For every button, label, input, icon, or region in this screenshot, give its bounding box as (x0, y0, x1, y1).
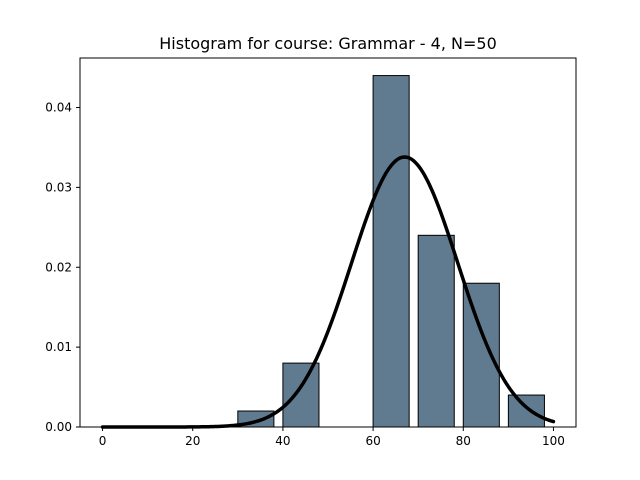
histogram-bar (282, 362, 320, 428)
histogram-bar (372, 75, 410, 428)
axes-frame (79, 57, 577, 428)
x-tick-label: 40 (275, 434, 290, 448)
plot-area: 0 20 40 60 80 100 0.00 0.01 0.02 0.03 0.04 (45, 57, 577, 448)
y-tick-label: 0.02 (45, 260, 72, 274)
y-tick-label: 0.03 (45, 180, 72, 194)
histogram-bar (462, 282, 500, 428)
x-tick-label: 100 (542, 434, 565, 448)
x-tick-label: 80 (456, 434, 471, 448)
y-tick-label: 0.00 (45, 420, 72, 434)
chart-title: Histogram for course: Grammar - 4, N=50 (159, 34, 497, 53)
y-tick-label: 0.04 (45, 101, 72, 115)
x-tick-label: 60 (365, 434, 380, 448)
x-tick-label: 0 (99, 434, 107, 448)
histogram-bar (417, 234, 455, 428)
y-tick-label: 0.01 (45, 340, 72, 354)
x-tick-label: 20 (185, 434, 200, 448)
histogram-bar (507, 394, 545, 428)
